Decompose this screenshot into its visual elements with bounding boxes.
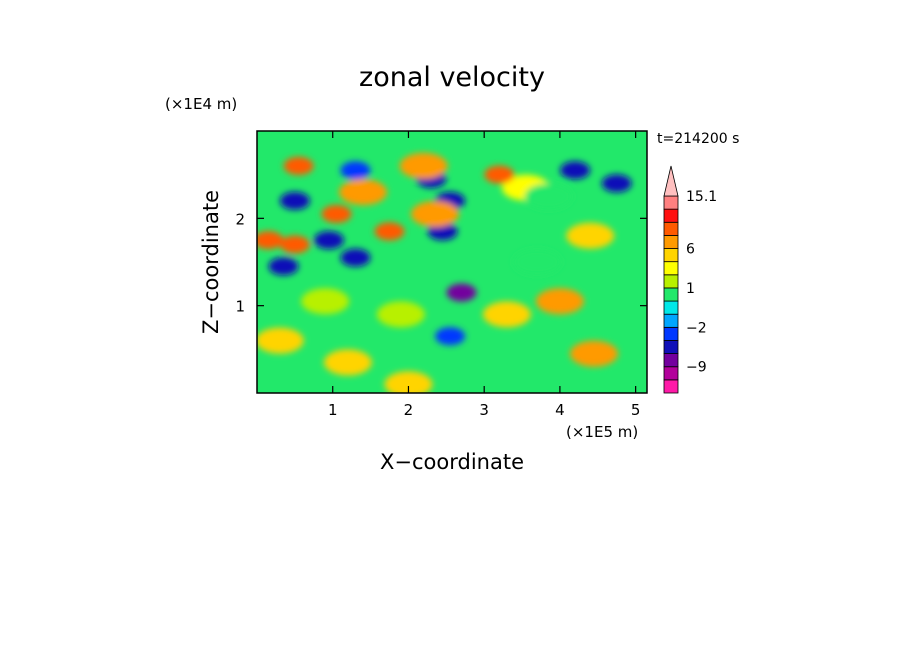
colorbar-segment [663, 379, 679, 394]
x-tick-label: 2 [404, 401, 414, 419]
contour-field [257, 152, 632, 393]
y-axis-title: Z−coordinate [199, 190, 223, 334]
field-patch [340, 161, 371, 180]
colorbar-segment [663, 366, 679, 381]
field-patch [301, 288, 350, 315]
field-patch [374, 222, 405, 241]
field-patch [323, 349, 372, 376]
y-tick-label: 1 [235, 298, 245, 316]
chart-title: zonal velocity [359, 62, 545, 93]
field-patch [384, 371, 433, 393]
field-patch [482, 301, 531, 328]
field-patch [513, 249, 562, 275]
x-tick-label: 4 [555, 401, 565, 419]
colorbar-segment [663, 208, 679, 223]
colorbar-segment [663, 248, 679, 263]
colorbar-segment [663, 221, 679, 236]
field-patch [410, 200, 459, 227]
field-patch [484, 165, 515, 184]
field-patch [601, 174, 632, 193]
x-tick-label: 3 [479, 401, 489, 419]
colorbar-tick-label: 15.1 [686, 189, 717, 205]
plot-frame [256, 130, 648, 394]
field-patch [569, 340, 618, 367]
field-patch [283, 156, 314, 175]
field-patch [268, 257, 299, 276]
colorbar-segment [663, 287, 679, 302]
colorbar-extend-arrow [663, 165, 679, 197]
x-tick-label: 1 [328, 401, 338, 419]
field-patch [524, 183, 573, 210]
field-patch [279, 235, 310, 254]
colorbar-segment [663, 340, 679, 355]
field-patch [257, 327, 304, 354]
x-axis-title: X−coordinate [380, 450, 524, 474]
field-patch [376, 301, 425, 328]
x-axis: 1 2 3 4 5 [328, 131, 640, 419]
field-patch [313, 231, 344, 250]
field-patch [566, 222, 615, 249]
colorbar-tick-label: −9 [686, 360, 707, 376]
y-unit-label: (×1E4 m) [165, 95, 237, 113]
field-patch [535, 288, 584, 315]
y-axis: 12 [235, 210, 647, 316]
field-patch [339, 179, 388, 206]
colorbar-tick-label: −2 [686, 320, 707, 336]
colorbar-segment [663, 313, 679, 328]
field-patch [560, 161, 591, 180]
field-patch [321, 204, 352, 223]
field-patch [399, 152, 448, 179]
colorbar-segment [663, 353, 679, 368]
y-tick-label: 2 [235, 210, 245, 228]
field-patch [257, 231, 284, 250]
field-patch [435, 327, 466, 346]
colorbar-segment [663, 326, 679, 341]
colorbar: 15.1 6 1 −2 −9 [663, 165, 717, 394]
colorbar-segment [663, 195, 679, 210]
field-patch [340, 248, 371, 267]
colorbar-tick-label: 1 [686, 281, 695, 297]
x-tick-label: 5 [631, 401, 641, 419]
colorbar-segment [663, 261, 679, 276]
x-unit-label: (×1E5 m) [566, 423, 638, 441]
field-patch [279, 191, 310, 210]
colorbar-tick-label: 6 [686, 242, 695, 258]
field-patch [446, 283, 477, 302]
colorbar-segment [663, 234, 679, 249]
plot-area [257, 131, 647, 393]
colorbar-segment [663, 300, 679, 315]
colorbar-segment [663, 274, 679, 289]
time-label: t=214200 s [657, 131, 739, 147]
